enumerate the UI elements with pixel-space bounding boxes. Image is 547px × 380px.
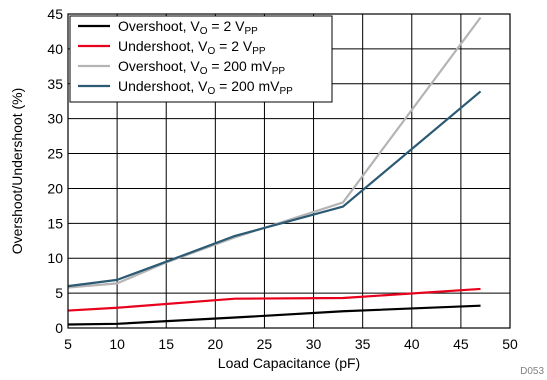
y-tick-label: 25 [47,146,63,162]
legend-box [69,15,333,103]
y-tick-label: 15 [47,215,63,231]
x-axis-ticks: 5 10 15 20 25 30 35 40 45 50 [64,336,518,352]
y-tick-label: 30 [47,111,63,127]
x-tick-label: 20 [208,336,224,352]
x-axis-label: Load Capacitance (pF) [218,355,360,371]
figure-code: D053 [520,366,544,377]
x-tick-label: 35 [355,336,371,352]
x-tick-label: 5 [64,336,72,352]
x-tick-label: 10 [109,336,125,352]
y-axis-ticks: 0 5 10 15 20 25 30 35 40 45 [47,6,63,336]
y-tick-label: 0 [55,320,63,336]
x-tick-label: 50 [502,336,518,352]
y-tick-label: 20 [47,180,63,196]
legend-entry-3: Overshoot, VO = 200 mVPP [118,58,285,77]
series-line-2 [67,287,481,312]
y-tick-label: 35 [47,76,63,92]
x-tick-label: 45 [453,336,469,352]
y-tick-label: 10 [47,250,63,266]
y-tick-label: 45 [47,6,63,22]
x-tick-label: 30 [306,336,322,352]
x-tick-label: 15 [158,336,174,352]
y-tick-label: 5 [55,285,63,301]
x-tick-label: 25 [257,336,273,352]
x-tick-label: 40 [404,336,420,352]
series-line-4 [67,90,482,288]
legend-entry-2: Undershoot, VO = 2 VPP [118,38,266,57]
legend-entry-4: Undershoot, VO = 200 mVPP [118,78,293,97]
series-line-1 [67,304,481,326]
legend-entry-1: Overshoot, VO = 2 VPP [118,18,258,37]
y-tick-label: 40 [47,41,63,57]
y-axis-label: Overshoot/Undershoot (%) [9,88,25,255]
plot-frame [67,13,511,329]
series-lines [67,16,482,326]
